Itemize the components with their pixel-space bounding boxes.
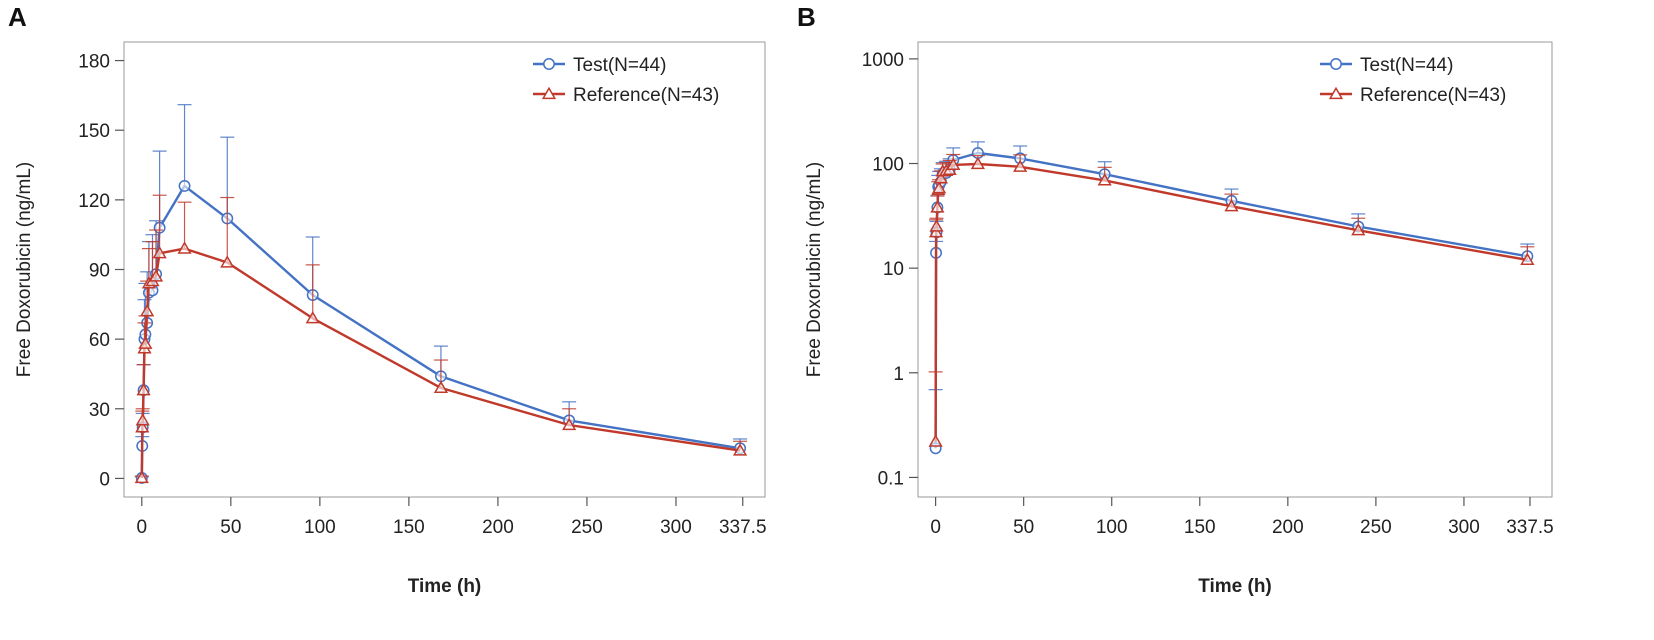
- legend: Test(N=44) Reference(N=43): [533, 55, 719, 106]
- chart-panel-a: 0 50 100 150 200 250 300 337.5 0 30 60 90 120 150 180 T…: [14, 41, 767, 597]
- data-point: [1520, 252, 1535, 265]
- data-point: [220, 255, 235, 268]
- y-tick-label: 30: [89, 400, 110, 421]
- data-point: [932, 180, 947, 194]
- x-tick-label: 200: [482, 517, 514, 538]
- data-point: [433, 380, 449, 393]
- data-point: [1351, 222, 1366, 236]
- plot-frame: [123, 41, 766, 498]
- y-tick-label: 100: [872, 155, 904, 176]
- data-point: [305, 310, 320, 324]
- data-point: [946, 157, 961, 171]
- panel-label-a: A: [8, 2, 27, 32]
- data-point: [134, 470, 149, 484]
- y-axis-title: Free Doxorubicin (ng/mL): [804, 162, 825, 377]
- x-tick-label: 250: [571, 517, 603, 538]
- data-point: [732, 443, 748, 456]
- series-reference: [134, 194, 748, 484]
- y-tick-label: 1: [893, 364, 904, 385]
- legend-label: Test(N=44): [1360, 55, 1453, 76]
- x-tick-label: 50: [220, 517, 241, 538]
- legend-marker-circle: [1330, 58, 1342, 70]
- x-tick-label: 337.5: [719, 517, 767, 538]
- y-tick-label: 0.1: [878, 468, 904, 489]
- x-tick-label: 337.5: [1506, 517, 1554, 538]
- legend-label: Test(N=44): [573, 55, 666, 76]
- x-tick-label: 100: [304, 517, 336, 538]
- data-point: [929, 219, 944, 232]
- chart-panel-b: 0 50 100 150 200 250 300 337.5 0.1 1 10 100 1000 Time…: [804, 41, 1554, 597]
- x-tick-label: 200: [1272, 517, 1304, 538]
- legend: Test(N=44) Reference(N=43): [1320, 55, 1506, 106]
- data-point: [135, 413, 150, 426]
- data-point: [178, 179, 191, 192]
- series-line: [140, 184, 741, 479]
- plot-frame: [917, 41, 1553, 498]
- data-point: [970, 156, 985, 170]
- series-test: [134, 104, 748, 484]
- legend-item-reference: Reference(N=43): [533, 85, 719, 106]
- y-axis-title: Free Doxorubicin (ng/mL): [14, 162, 35, 377]
- y-tick-label: 120: [78, 191, 110, 212]
- data-point: [1224, 198, 1239, 212]
- y-tick-label: 90: [89, 261, 110, 282]
- x-tick-label: 50: [1013, 517, 1034, 538]
- legend-marker-triangle: [1328, 86, 1344, 100]
- x-tick-label: 150: [393, 517, 425, 538]
- x-tick-label: 0: [137, 517, 148, 538]
- data-point: [138, 336, 153, 349]
- data-point: [148, 269, 164, 282]
- x-tick-label: 300: [660, 517, 692, 538]
- series-test: [928, 141, 1535, 455]
- data-point: [135, 420, 150, 433]
- x-tick-label: 100: [1096, 517, 1128, 538]
- legend-marker-circle: [543, 58, 555, 70]
- y-tick-label: 60: [89, 330, 110, 351]
- series-reference: [928, 153, 1535, 447]
- data-point: [136, 382, 151, 396]
- x-tick-label: 250: [1360, 517, 1392, 538]
- data-point: [177, 241, 192, 254]
- x-tick-label: 300: [1448, 517, 1480, 538]
- data-point: [1013, 159, 1028, 172]
- legend-item-test: Test(N=44): [1320, 55, 1453, 76]
- data-point: [152, 245, 167, 259]
- x-tick-label: 0: [930, 517, 941, 538]
- y-tick-label: 10: [883, 259, 904, 280]
- x-axis-title: Time (h): [1198, 576, 1272, 597]
- data-point: [928, 434, 943, 447]
- legend-item-reference: Reference(N=43): [1320, 85, 1506, 106]
- y-tick-label: 1000: [862, 50, 904, 71]
- data-point: [930, 200, 945, 213]
- legend-item-test: Test(N=44): [533, 55, 666, 76]
- data-point: [1097, 173, 1112, 186]
- legend-label: Reference(N=43): [1360, 85, 1506, 106]
- legend-marker-triangle: [541, 86, 557, 100]
- x-tick-label: 150: [1184, 517, 1216, 538]
- legend-label: Reference(N=43): [573, 85, 719, 106]
- y-tick-label: 150: [78, 121, 110, 142]
- y-tick-label: 180: [78, 52, 110, 73]
- data-point: [933, 171, 948, 184]
- y-tick-label: 0: [99, 469, 110, 490]
- data-point: [140, 303, 155, 317]
- panel-label-b: B: [797, 2, 816, 32]
- data-point: [562, 417, 577, 431]
- x-axis-title: Time (h): [408, 576, 482, 597]
